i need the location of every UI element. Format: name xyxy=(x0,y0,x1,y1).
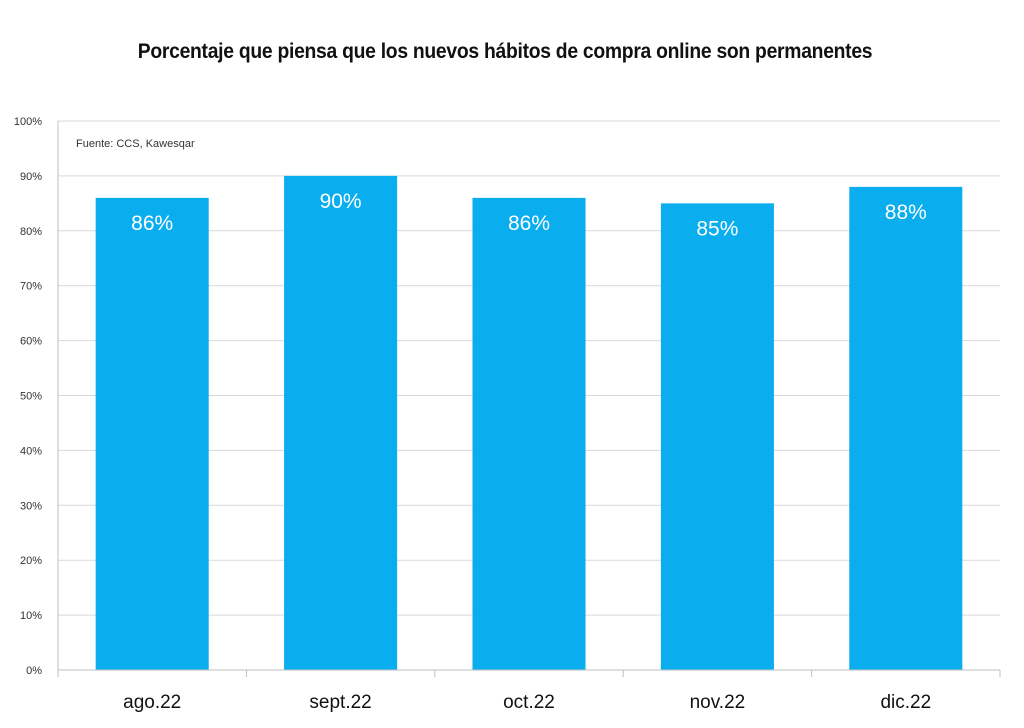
y-tick-label: 50% xyxy=(20,391,42,403)
x-tick-label: sept.22 xyxy=(309,692,371,713)
data-label: 86% xyxy=(508,212,550,235)
y-tick-label: 0% xyxy=(26,665,42,677)
x-tick-label: nov.22 xyxy=(690,692,746,713)
y-tick-label: 90% xyxy=(20,171,42,183)
data-label: 86% xyxy=(131,212,173,235)
data-label: 88% xyxy=(885,201,927,224)
bar xyxy=(284,175,398,670)
chart-title: Porcentaje que piensa que los nuevos háb… xyxy=(137,40,873,63)
bar xyxy=(849,186,963,670)
bar xyxy=(95,197,209,671)
bar xyxy=(660,203,774,670)
y-tick-label: 70% xyxy=(20,281,42,293)
y-tick-label: 30% xyxy=(20,500,42,512)
y-tick-label: 100% xyxy=(14,116,42,128)
data-label: 90% xyxy=(320,190,362,213)
y-tick-label: 40% xyxy=(20,445,42,457)
y-tick-label: 80% xyxy=(20,226,42,238)
x-tick-label: oct.22 xyxy=(503,692,555,713)
data-label: 85% xyxy=(696,217,738,240)
x-tick-label: dic.22 xyxy=(880,692,931,713)
bars xyxy=(95,175,963,671)
y-tick-label: 20% xyxy=(20,555,42,567)
x-tick-label: ago.22 xyxy=(123,692,181,713)
x-axis: ago.22 sept.22 oct.22 nov.22 dic.22 xyxy=(57,669,1001,713)
source-note: Fuente: CCS, Kawesqar xyxy=(76,138,195,150)
bar xyxy=(472,197,586,671)
y-axis: 0% 10% 20% 30% 40% 50% 60% 70% 80% 90% 100% xyxy=(14,116,59,677)
y-tick-label: 60% xyxy=(20,336,42,348)
data-labels: 86% 90% 86% 85% 88% xyxy=(131,190,927,240)
y-tick-label: 10% xyxy=(20,610,42,622)
